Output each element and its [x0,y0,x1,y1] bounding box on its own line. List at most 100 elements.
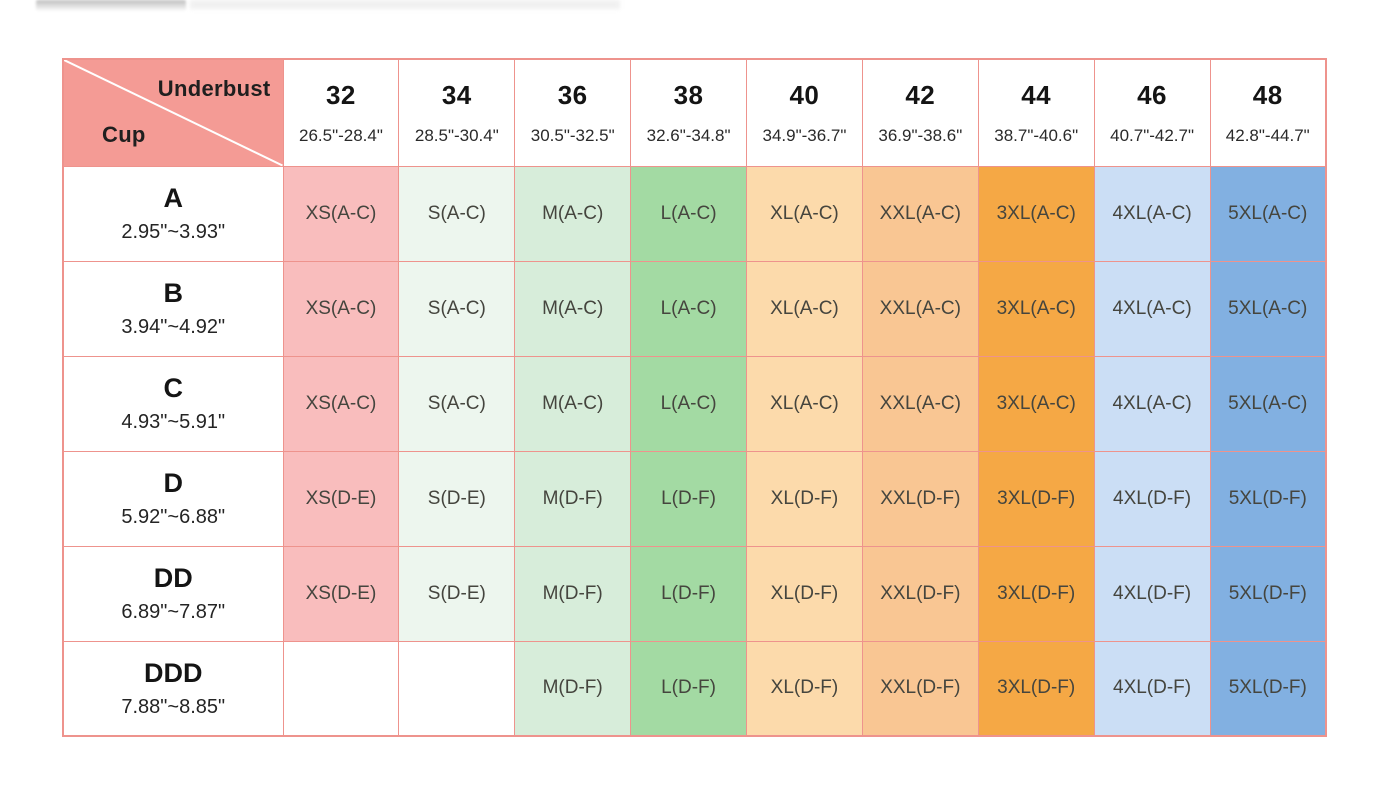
cropped-text-artifact [36,0,186,11]
cup-header-inner: DD 6.89"~7.87" [64,547,282,640]
size-cell: 5XL(A-C) [1209,260,1327,357]
cup-header: A 2.95"~3.93" [62,165,284,262]
band-number: 42 [905,79,936,110]
band-header-38: 38 32.6"-34.8" [630,58,747,167]
band-header-inner: 32 26.5"-28.4" [284,60,398,165]
cup-header-inner: B 3.94"~4.92" [64,262,282,355]
band-number: 32 [325,79,356,110]
size-cell: 4XL(A-C) [1093,355,1211,452]
cup-letter: C [163,373,184,403]
size-cell: M(D-F) [514,640,632,737]
table-row-cup-D: D 5.92"~6.88" XS(D-E) S(D-E) M(D-F) L(D-F) XL(… [62,450,1327,547]
size-cell [282,640,400,737]
cropped-text-artifact-faint [190,0,620,9]
size-cell: 5XL(A-C) [1209,165,1327,262]
size-cell: 5XL(D-F) [1209,450,1327,547]
size-chart-table: Underbust Cup 32 26.5"-28.4" 34 28.5"-30.4"… [62,58,1327,737]
header-row: Underbust Cup 32 26.5"-28.4" 34 28.5"-30.4"… [62,58,1327,167]
size-cell: S(A-C) [398,355,516,452]
band-header-46: 46 40.7"-42.7" [1093,58,1211,167]
band-number: 38 [673,79,704,110]
band-header-inner: 48 42.8"-44.7" [1211,60,1325,165]
corner-underbust-label: Underbust [157,76,271,101]
band-header-inner: 44 38.7"-40.6" [979,60,1093,165]
size-cell: 3XL(D-F) [977,640,1095,737]
size-cell: 3XL(D-F) [977,450,1095,547]
band-range: 32.6"-34.8" [646,125,731,145]
band-header-32: 32 26.5"-28.4" [282,58,400,167]
band-range: 40.7"-42.7" [1110,125,1195,145]
size-cell: XL(A-C) [746,165,863,262]
size-cell: 4XL(D-F) [1093,450,1211,547]
band-range: 28.5"-30.4" [414,125,499,145]
size-cell: 3XL(A-C) [977,260,1095,357]
band-header-42: 42 36.9"-38.6" [861,58,979,167]
cup-letter: DD [153,563,193,593]
table-row-cup-DDD: DDD 7.88"~8.85" M(D-F) L(D-F) XL(D-F) XXL(D-F… [62,640,1327,737]
size-cell: 4XL(A-C) [1093,165,1211,262]
cup-range: 6.89"~7.87" [121,601,226,623]
size-cell: S(D-E) [398,545,516,642]
cup-header-inner: A 2.95"~3.93" [64,167,282,260]
band-header-inner: 42 36.9"-38.6" [863,60,977,165]
band-number: 40 [789,79,820,110]
cup-header-inner: D 5.92"~6.88" [64,452,282,545]
size-cell: XXL(D-F) [861,450,979,547]
band-header-40: 40 34.9"-36.7" [746,58,863,167]
cup-range: 5.92"~6.88" [121,506,226,528]
size-cell: XS(D-E) [282,450,400,547]
size-cell [398,640,516,737]
band-header-inner: 40 34.9"-36.7" [747,60,861,165]
size-cell: M(A-C) [514,165,632,262]
size-cell: XS(A-C) [282,355,400,452]
cup-header: DD 6.89"~7.87" [62,545,284,642]
band-header-inner: 46 40.7"-42.7" [1095,60,1209,165]
size-cell: 4XL(D-F) [1093,545,1211,642]
band-range: 38.7"-40.6" [994,125,1079,145]
size-cell: XXL(D-F) [861,545,979,642]
band-header-inner: 38 32.6"-34.8" [632,60,746,165]
size-cell: XXL(D-F) [861,640,979,737]
size-cell: M(D-F) [514,450,632,547]
corner-diagonal-line [64,60,283,166]
band-header-inner: 34 28.5"-30.4" [400,60,514,165]
band-number: 46 [1137,79,1168,110]
table-row-cup-B: B 3.94"~4.92" XS(A-C) S(A-C) M(A-C) L(A-C) XL(… [62,260,1327,357]
size-cell: L(D-F) [630,545,747,642]
cup-range: 7.88"~8.85" [121,695,226,718]
band-number: 48 [1252,79,1283,110]
size-cell: M(A-C) [514,260,632,357]
size-cell: XL(A-C) [746,260,863,357]
cup-range: 2.95"~3.93" [121,221,226,243]
table-row-cup-A: A 2.95"~3.93" XS(A-C) S(A-C) M(A-C) L(A-C) XL(… [62,165,1327,262]
size-cell: XXL(A-C) [861,260,979,357]
corner-cup-label: Cup [102,121,146,147]
size-cell: 5XL(A-C) [1209,355,1327,452]
band-header-44: 44 38.7"-40.6" [977,58,1095,167]
band-range: 36.9"-38.6" [878,125,963,145]
band-range: 30.5"-32.5" [530,125,615,145]
size-cell: 3XL(A-C) [977,165,1095,262]
band-number: 44 [1021,79,1052,110]
table-body: A 2.95"~3.93" XS(A-C) S(A-C) M(A-C) L(A-C) XL(… [62,165,1327,737]
size-cell: L(D-F) [630,640,747,737]
table-row-cup-C: C 4.93"~5.91" XS(A-C) S(A-C) M(A-C) L(A-C) XL(… [62,355,1327,452]
band-number: 36 [557,79,588,110]
size-cell: XL(A-C) [746,355,863,452]
size-cell: S(A-C) [398,165,516,262]
size-cell: 5XL(D-F) [1209,545,1327,642]
cup-letter: B [163,278,184,308]
cup-letter: D [163,468,184,498]
size-cell: L(D-F) [630,450,747,547]
cup-header: DDD 7.88"~8.85" [62,640,284,737]
cup-header: B 3.94"~4.92" [62,260,284,357]
cup-header: D 5.92"~6.88" [62,450,284,547]
band-number: 34 [441,79,472,110]
size-cell: XL(D-F) [746,640,863,737]
band-range: 26.5"-28.4" [298,125,383,145]
size-cell: 4XL(A-C) [1093,260,1211,357]
size-cell: 3XL(D-F) [977,545,1095,642]
size-cell: M(D-F) [514,545,632,642]
band-header-36: 36 30.5"-32.5" [514,58,632,167]
